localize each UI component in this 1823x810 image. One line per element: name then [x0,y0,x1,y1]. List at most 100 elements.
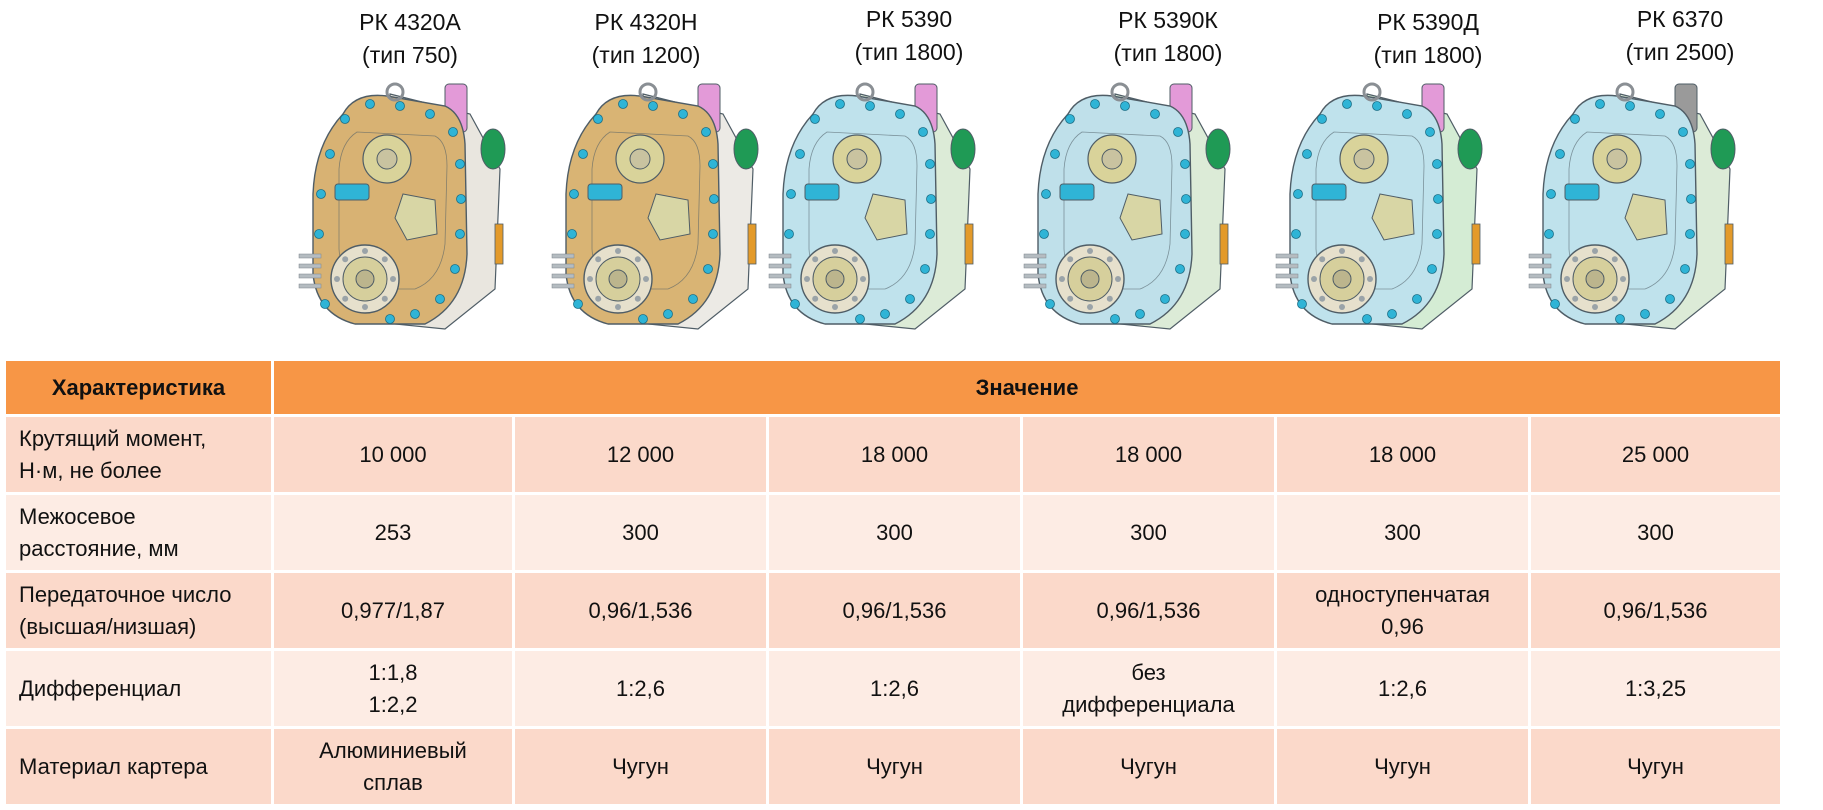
value-cell: Алюминиевый сплав [271,726,515,807]
model-type: (тип 1800) [1113,40,1223,66]
housing-bolt [1175,264,1185,274]
mount-stud [1023,283,1047,289]
specifications-table: Характеристика Значение Крутящий момент,… [3,358,1784,807]
model-type: (тип 750) [362,42,458,68]
housing-bolt [1342,99,1352,109]
model-name: РК 4320А [359,9,461,35]
side-flange [733,128,759,170]
housing-bolt [1090,99,1100,109]
flange-stud [1620,276,1626,282]
housing-bolt [926,194,936,204]
housing-bolt [1293,189,1303,199]
housing-bolt [1065,114,1075,124]
output-shaft [1332,269,1352,289]
mount-stud [1275,263,1299,269]
housing-bolt [708,229,718,239]
value-cell: Чугун [512,726,769,807]
value-cell: 18 000 [1274,414,1531,495]
mount-stud [551,253,575,259]
mount-stud [551,263,575,269]
model-type: (тип 1200) [591,42,701,68]
shift-actuator [1311,183,1347,201]
housing-bolt [920,264,930,274]
table-row: Передаточное число (высшая/низшая) 0,977/1… [3,570,1784,651]
value-cell: 10 000 [271,414,515,495]
housing-bolt [1120,101,1130,111]
mount-stud [298,263,322,269]
housing-bolt [1045,299,1055,309]
housing-bolt [569,189,579,199]
model-title: РК 6370 (тип 2500) [1565,3,1795,69]
flange-stud [1611,295,1618,302]
value-cell: 18 000 [1020,414,1277,495]
housing-bolt [1160,294,1170,304]
value-cell: Чугун [1274,726,1531,807]
housing-bolt [1546,189,1556,199]
flange-stud [381,256,388,263]
output-shaft [355,269,375,289]
housing-bolt [895,109,905,119]
flange-stud [381,295,388,302]
housing-bolt [786,189,796,199]
value-line: 0,977/1,87 [341,597,445,623]
value-line: 1:2,2 [368,691,418,717]
output-shaft [1080,269,1100,289]
cover-plate [1624,193,1668,241]
value-cell: Чугун [766,726,1023,807]
table-body: Крутящий момент, Н·м, не более 10 000 12 00… [3,414,1784,807]
flange-stud [851,256,858,263]
value-line: 1:2,6 [1378,675,1427,701]
housing-bolt [905,294,915,304]
flange-stud [1572,256,1579,263]
housing-bolt [1686,194,1696,204]
lifting-eye [385,82,405,102]
side-flange [1710,128,1736,170]
shift-actuator [587,183,623,201]
housing-bolt [1427,264,1437,274]
flange-stud [1572,295,1579,302]
flange-stud [832,248,838,254]
housing-bolt [450,264,460,274]
housing-bolt [1665,294,1675,304]
model-name: РК 5390Д [1377,9,1479,35]
mount-stud [298,253,322,259]
mount-stud [1528,273,1552,279]
side-flange [1205,128,1231,170]
output-shaft [1585,269,1605,289]
value-line: без [1131,659,1166,685]
housing-rib [1568,131,1678,290]
transfer-case-image [298,82,506,330]
side-detail [747,223,757,265]
housing-bolt [1680,264,1690,274]
value-cell: 0,96/1,536 [512,570,769,651]
transfer-case-image [768,82,976,330]
housing-bolt [688,294,698,304]
housing-rib [808,131,918,290]
housing-bolt [1173,127,1183,137]
transfer-case-image [1528,82,1736,330]
housing-bolt [395,101,405,111]
characteristic-label: Дифференциал [3,648,274,729]
housing-bolt [835,99,845,109]
housing-bolt [1291,229,1301,239]
value-line: 1:3,25 [1624,675,1687,701]
mount-stud [551,273,575,279]
housing-bolt [1678,127,1688,137]
label-line: Дифференциал [19,675,182,701]
model-name: РК 6370 [1636,6,1724,32]
housing-bolt [678,109,688,119]
label-line: Крутящий момент, [19,425,207,451]
label-line: Н·м, не более [19,457,162,483]
housing-bolt [663,309,673,319]
value-cell: 300 [1274,492,1531,573]
housing-bolt [1135,309,1145,319]
housing-bolt [1615,314,1625,324]
upper-shaft [1606,148,1628,170]
value-line: сплав [363,769,423,795]
housing-bolt [1685,159,1695,169]
value-line: дифференциала [1062,691,1235,717]
flange-stud [587,276,593,282]
housing-bolt [918,127,928,137]
model-title: РК 5390Д (тип 1800) [1313,6,1543,72]
housing-bolt [1544,229,1554,239]
